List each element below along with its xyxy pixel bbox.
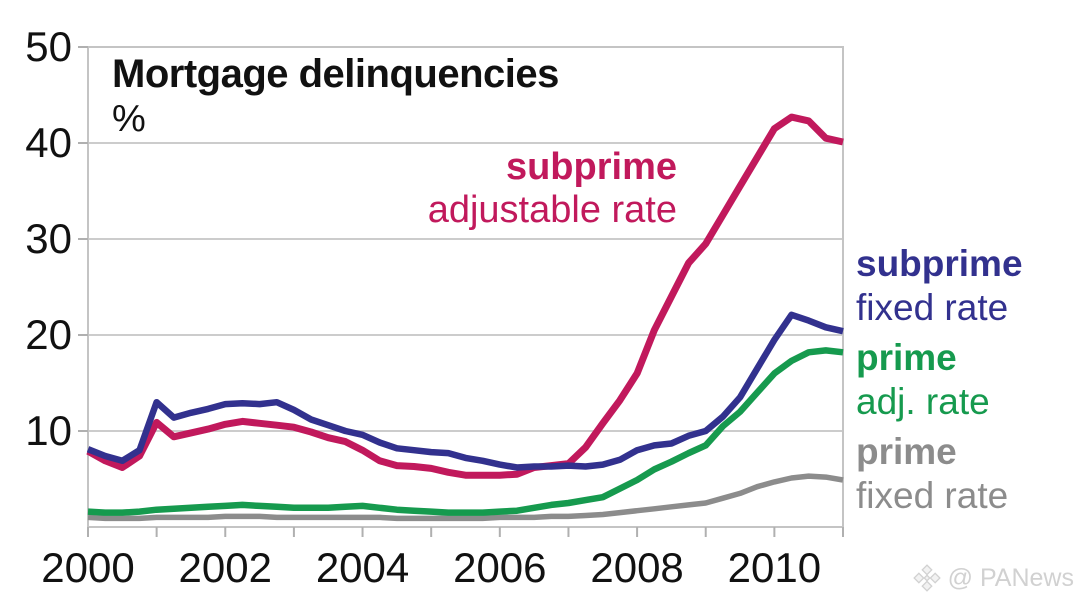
watermark: @ PANews [912,563,1074,593]
y-tick-label-20: 20 [25,311,72,358]
series-label-prime-adjustable: prime adj. rate [856,336,990,424]
chart-title: Mortgage delinquencies [112,52,559,96]
series-label-prime-fixed: prime fixed rate [856,430,1008,518]
x-tick-label-2004: 2004 [316,544,409,591]
series-label-prime-adjustable-bold: prime [856,337,957,378]
series-line-subprime-adjustable-rate [86,113,844,479]
watermark-text: @ PANews [947,563,1074,592]
y-tick-label-10: 10 [25,407,72,454]
x-tick-label-2008: 2008 [590,544,683,591]
series-label-prime-adjustable-regular: adj. rate [856,381,990,422]
series-label-subprime-fixed-bold: subprime [856,243,1023,284]
series-label-subprime-adjustable: subprime adjustable rate [428,146,677,232]
series-label-subprime-fixed-regular: fixed rate [856,287,1009,328]
x-tick-label-2002: 2002 [179,544,272,591]
series-label-subprime-adjustable-bold: subprime [505,146,677,188]
x-tick-label-2010: 2010 [728,544,821,591]
series-line-subprime-fixed-rate [86,311,844,471]
series-label-subprime-fixed: subprime fixed rate [856,242,1023,330]
four-diamonds-logo-icon [912,564,941,592]
chart-unit-label: % [112,98,146,140]
y-tick-label-40: 40 [25,119,72,166]
series-line-prime-fixed-rate [87,473,844,522]
series-label-prime-fixed-regular: fixed rate [856,475,1009,516]
series-label-subprime-adjustable-regular: adjustable rate [427,189,677,231]
plot-border [87,46,844,528]
y-tick-label-50: 50 [25,23,72,70]
y-tick-label-30: 30 [25,215,72,262]
x-tick-label-2000: 2000 [41,544,134,591]
series-label-prime-fixed-bold: prime [856,431,957,472]
x-tick-label-2006: 2006 [453,544,546,591]
series-line-prime-adjustable-rate [87,347,844,516]
